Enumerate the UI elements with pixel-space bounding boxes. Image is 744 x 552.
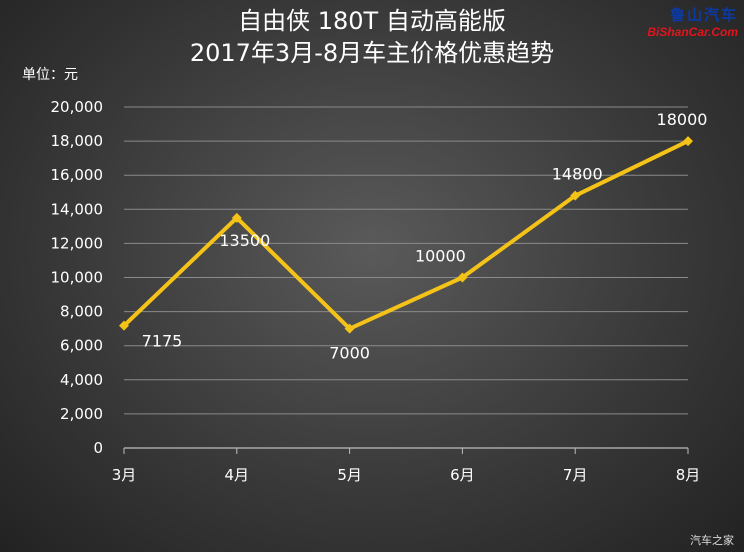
x-tick-label: 4月	[225, 466, 250, 484]
data-point	[119, 320, 129, 331]
data-point	[344, 323, 355, 334]
y-tick-label: 20,000	[51, 98, 104, 116]
footer-source: 汽车之家	[690, 534, 734, 547]
y-tick-label: 18,000	[51, 132, 104, 150]
series-line	[122, 139, 689, 331]
y-tick-label: 16,000	[51, 166, 104, 184]
y-tick-label: 6,000	[60, 337, 103, 355]
watermark-en: BiShanCar.Com	[647, 25, 738, 39]
data-point	[231, 212, 242, 223]
chart-title-line1: 自由侠 180T 自动高能版	[238, 7, 506, 35]
data-label: 10000	[415, 247, 466, 266]
y-tick-label: 12,000	[51, 234, 104, 252]
data-label: 13500	[219, 231, 270, 250]
x-tick-label: 8月	[676, 466, 701, 484]
data-point	[570, 190, 581, 201]
data-label: 18000	[657, 110, 708, 129]
y-tick-label: 2,000	[60, 405, 103, 423]
x-tick-label: 7月	[563, 466, 588, 484]
y-tick-label: 8,000	[60, 303, 103, 321]
data-label: 7000	[329, 344, 370, 363]
y-unit-label: 单位：元	[22, 67, 78, 83]
data-label: 14800	[552, 165, 603, 184]
y-tick-label: 0	[93, 439, 103, 457]
data-label: 7175	[142, 332, 183, 351]
chart-title-line2: 2017年3月-8月车主价格优惠趋势	[189, 39, 555, 67]
watermark-cn: 鲁山汽车	[669, 6, 738, 24]
y-tick-label: 4,000	[60, 371, 103, 389]
y-tick-label: 10,000	[51, 269, 104, 287]
data-point	[457, 272, 468, 283]
y-tick-label: 14,000	[51, 200, 104, 218]
watermark: 鲁山汽车 BiShanCar.Com	[647, 4, 738, 39]
data-point	[683, 136, 693, 147]
x-tick-label: 5月	[337, 466, 362, 484]
x-tick-label: 6月	[450, 466, 475, 484]
x-tick-label: 3月	[112, 466, 137, 484]
